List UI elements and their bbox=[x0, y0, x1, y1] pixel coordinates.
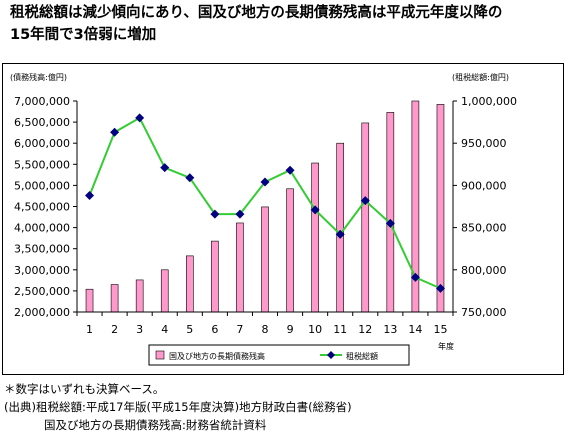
right-tick-label: 800,000 bbox=[461, 264, 507, 277]
left-tick-label: 3,000,000 bbox=[14, 264, 70, 277]
tax-total-point bbox=[385, 218, 395, 228]
bar bbox=[336, 142, 345, 313]
tax-total-point bbox=[335, 229, 345, 239]
note-source-line-2: 国及び地方の長期債務残高:財務省統計資料 bbox=[44, 418, 267, 432]
x-unit-label: 年度 bbox=[438, 341, 454, 351]
x-tick-label: 14 bbox=[408, 323, 422, 336]
bar bbox=[311, 162, 319, 313]
note-line-1: ＊数字はいずれも決算ベース。 bbox=[4, 382, 165, 396]
notes: ＊数字はいずれも決算ベース。 (出典)租税総額:平成17年版(平成15年度決算)… bbox=[4, 380, 352, 434]
note-source-line: (出典)租税総額:平成17年版(平成15年度決算)地方財政白書(総務省) bbox=[4, 400, 352, 414]
tax-total-point bbox=[310, 205, 320, 215]
right-tick-label: 1,000,000 bbox=[461, 95, 517, 108]
x-tick-label: 3 bbox=[136, 323, 143, 336]
left-tick-label: 4,000,000 bbox=[14, 222, 70, 235]
x-tick-label: 12 bbox=[358, 323, 372, 336]
x-tick-label: 4 bbox=[161, 323, 168, 336]
left-tick-label: 4,500,000 bbox=[14, 201, 70, 214]
bar bbox=[386, 112, 395, 313]
x-tick-label: 10 bbox=[308, 323, 322, 336]
left-tick-label: 2,500,000 bbox=[14, 285, 70, 298]
legend-swatch-tax-marker bbox=[327, 351, 335, 359]
right-tick-label: 850,000 bbox=[461, 222, 507, 235]
x-tick-label: 11 bbox=[333, 323, 347, 336]
bar bbox=[160, 269, 169, 313]
x-tick-label: 8 bbox=[262, 323, 269, 336]
x-tick-label: 1 bbox=[86, 323, 93, 336]
bar bbox=[85, 288, 94, 313]
tax-total-point bbox=[360, 196, 370, 206]
x-tick-label: 15 bbox=[433, 323, 447, 336]
tax-total-point bbox=[285, 165, 295, 175]
left-axis-label: (債務残高:億円) bbox=[10, 72, 67, 82]
bar bbox=[236, 222, 244, 313]
x-tick-label: 7 bbox=[236, 323, 243, 336]
tax-total-point bbox=[160, 163, 170, 173]
bar bbox=[135, 279, 144, 313]
tax-total-point bbox=[210, 209, 220, 219]
right-tick-label: 900,000 bbox=[461, 179, 507, 192]
bar bbox=[436, 104, 445, 313]
tax-total-point bbox=[135, 113, 145, 123]
legend-box bbox=[148, 344, 410, 366]
legend-label-debt: 国及び地方の長期債務残高 bbox=[169, 351, 265, 361]
right-axis-label: (租税総額:億円) bbox=[452, 72, 509, 82]
bar bbox=[361, 122, 370, 313]
tax-total-point bbox=[260, 177, 270, 187]
left-tick-label: 7,000,000 bbox=[14, 95, 70, 108]
tax-total-point bbox=[85, 191, 95, 201]
legend-label-tax: 租税総額 bbox=[346, 351, 378, 361]
left-tick-label: 3,500,000 bbox=[14, 243, 70, 256]
tax-total-point bbox=[410, 272, 420, 282]
left-tick-label: 5,500,000 bbox=[14, 158, 70, 171]
left-tick-label: 5,000,000 bbox=[14, 179, 70, 192]
tax-total-point bbox=[435, 283, 445, 293]
bar bbox=[286, 188, 294, 313]
chart-frame bbox=[2, 63, 564, 375]
tax-total-point bbox=[110, 127, 120, 137]
bar bbox=[211, 240, 219, 313]
chart-title: 租税総額は減少傾向にあり、国及び地方の長期債務残高は平成元年度以降の 15年間で… bbox=[10, 2, 560, 46]
bar bbox=[110, 284, 119, 313]
tax-total-point bbox=[185, 173, 195, 183]
left-tick-label: 6,000,000 bbox=[14, 137, 70, 150]
tax-total-point bbox=[235, 209, 245, 219]
title-line-1: 租税総額は減少傾向にあり、国及び地方の長期債務残高は平成元年度以降の bbox=[10, 5, 503, 21]
title-line-2: 15年間で3倍弱に増加 bbox=[10, 27, 157, 43]
x-tick-label: 5 bbox=[186, 323, 193, 336]
right-tick-label: 750,000 bbox=[461, 306, 507, 319]
x-tick-label: 2 bbox=[111, 323, 118, 336]
left-tick-label: 6,500,000 bbox=[14, 116, 70, 129]
left-tick-label: 2,000,000 bbox=[14, 306, 70, 319]
x-tick-label: 9 bbox=[287, 323, 294, 336]
x-tick-label: 6 bbox=[211, 323, 218, 336]
right-tick-label: 950,000 bbox=[461, 137, 507, 150]
legend-swatch-debt bbox=[155, 350, 165, 360]
x-tick-label: 13 bbox=[383, 323, 397, 336]
bar bbox=[261, 206, 269, 313]
bar bbox=[186, 255, 194, 313]
